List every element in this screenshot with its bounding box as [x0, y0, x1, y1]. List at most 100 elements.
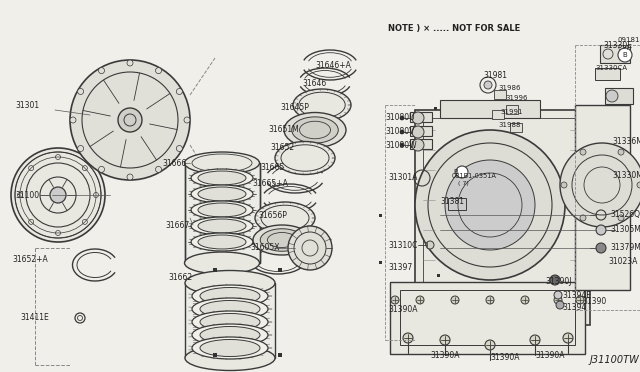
Circle shape	[177, 145, 182, 151]
Text: 31605X: 31605X	[250, 244, 280, 253]
Text: 31390J: 31390J	[545, 278, 572, 286]
Bar	[436, 273, 440, 276]
Text: 31023A: 31023A	[608, 257, 637, 266]
Bar	[440, 100, 540, 118]
Text: 31381: 31381	[440, 198, 464, 206]
Text: 31526Q: 31526Q	[610, 211, 640, 219]
Text: ( 9): ( 9)	[618, 45, 628, 51]
Ellipse shape	[184, 252, 259, 274]
Bar	[410, 139, 432, 149]
Text: 09181-0351A: 09181-0351A	[618, 37, 640, 43]
Ellipse shape	[185, 270, 275, 295]
Ellipse shape	[191, 169, 253, 187]
Bar	[600, 45, 630, 63]
Ellipse shape	[255, 202, 315, 234]
Circle shape	[637, 182, 640, 188]
Bar	[410, 126, 432, 136]
Circle shape	[550, 275, 560, 285]
Circle shape	[580, 215, 586, 221]
Text: 31646: 31646	[302, 78, 326, 87]
Text: NOTE ) × ..... NOT FOR SALE: NOTE ) × ..... NOT FOR SALE	[388, 23, 520, 32]
Circle shape	[177, 89, 182, 94]
Text: 31981: 31981	[483, 71, 507, 80]
Bar	[185, 163, 260, 263]
Bar	[595, 68, 620, 80]
Circle shape	[156, 166, 161, 172]
Text: 31652+A: 31652+A	[12, 256, 48, 264]
Ellipse shape	[198, 171, 246, 185]
Circle shape	[70, 117, 76, 123]
Ellipse shape	[200, 301, 260, 317]
Text: 31988: 31988	[498, 122, 520, 128]
Bar	[410, 112, 432, 122]
Bar	[378, 260, 381, 263]
Text: 31996: 31996	[505, 95, 527, 101]
Bar	[423, 118, 582, 317]
Circle shape	[400, 143, 404, 147]
Text: 31651M: 31651M	[268, 125, 299, 135]
Circle shape	[560, 143, 640, 227]
Ellipse shape	[200, 288, 260, 305]
Circle shape	[412, 139, 424, 151]
Text: 31379M: 31379M	[610, 244, 640, 253]
Text: 31394: 31394	[562, 302, 586, 311]
Text: J31100TW: J31100TW	[590, 355, 640, 365]
Ellipse shape	[284, 112, 346, 148]
Text: ( 7): ( 7)	[458, 180, 468, 186]
Text: 31330M: 31330M	[612, 170, 640, 180]
Text: 31665: 31665	[260, 164, 284, 173]
Circle shape	[77, 145, 84, 151]
Bar	[433, 106, 436, 109]
Circle shape	[618, 215, 624, 221]
Ellipse shape	[191, 217, 253, 235]
Bar	[400, 290, 575, 345]
Circle shape	[70, 60, 190, 180]
Circle shape	[530, 335, 540, 345]
Circle shape	[400, 116, 404, 120]
Text: 31662: 31662	[168, 273, 192, 282]
Circle shape	[561, 182, 567, 188]
Bar	[605, 88, 633, 104]
Ellipse shape	[191, 201, 253, 219]
Circle shape	[50, 187, 66, 203]
Circle shape	[416, 296, 424, 304]
Circle shape	[426, 241, 434, 249]
Bar	[378, 214, 381, 217]
Circle shape	[484, 81, 492, 89]
Circle shape	[456, 166, 468, 178]
Circle shape	[99, 68, 104, 74]
Ellipse shape	[260, 229, 304, 251]
Text: 31390: 31390	[582, 298, 606, 307]
Bar	[575, 105, 630, 290]
Bar	[510, 123, 522, 132]
Text: 31305M: 31305M	[610, 225, 640, 234]
Bar	[506, 105, 518, 114]
Circle shape	[391, 296, 399, 304]
Text: 31645P: 31645P	[280, 103, 309, 112]
Text: 31330E: 31330E	[603, 41, 632, 49]
Text: 081B1-0351A: 081B1-0351A	[452, 173, 497, 179]
Text: 31100: 31100	[15, 190, 39, 199]
Circle shape	[554, 296, 562, 304]
Bar	[390, 282, 585, 354]
Text: 31330CA: 31330CA	[595, 65, 627, 71]
Ellipse shape	[185, 346, 275, 371]
Circle shape	[485, 340, 495, 350]
Bar	[185, 163, 260, 263]
Circle shape	[556, 301, 564, 309]
Circle shape	[606, 90, 618, 102]
Bar	[448, 198, 466, 210]
Text: 31336M: 31336M	[612, 138, 640, 147]
Ellipse shape	[293, 89, 351, 121]
Circle shape	[563, 333, 573, 343]
Text: 31411E: 31411E	[20, 314, 49, 323]
Ellipse shape	[253, 225, 311, 255]
Circle shape	[118, 108, 142, 132]
Text: 31301A: 31301A	[388, 173, 417, 183]
Text: 31667: 31667	[165, 221, 189, 230]
Text: 31390A: 31390A	[388, 305, 417, 314]
Circle shape	[596, 243, 606, 253]
Circle shape	[451, 296, 459, 304]
Text: 31665+A: 31665+A	[252, 179, 288, 187]
Bar	[278, 353, 282, 357]
